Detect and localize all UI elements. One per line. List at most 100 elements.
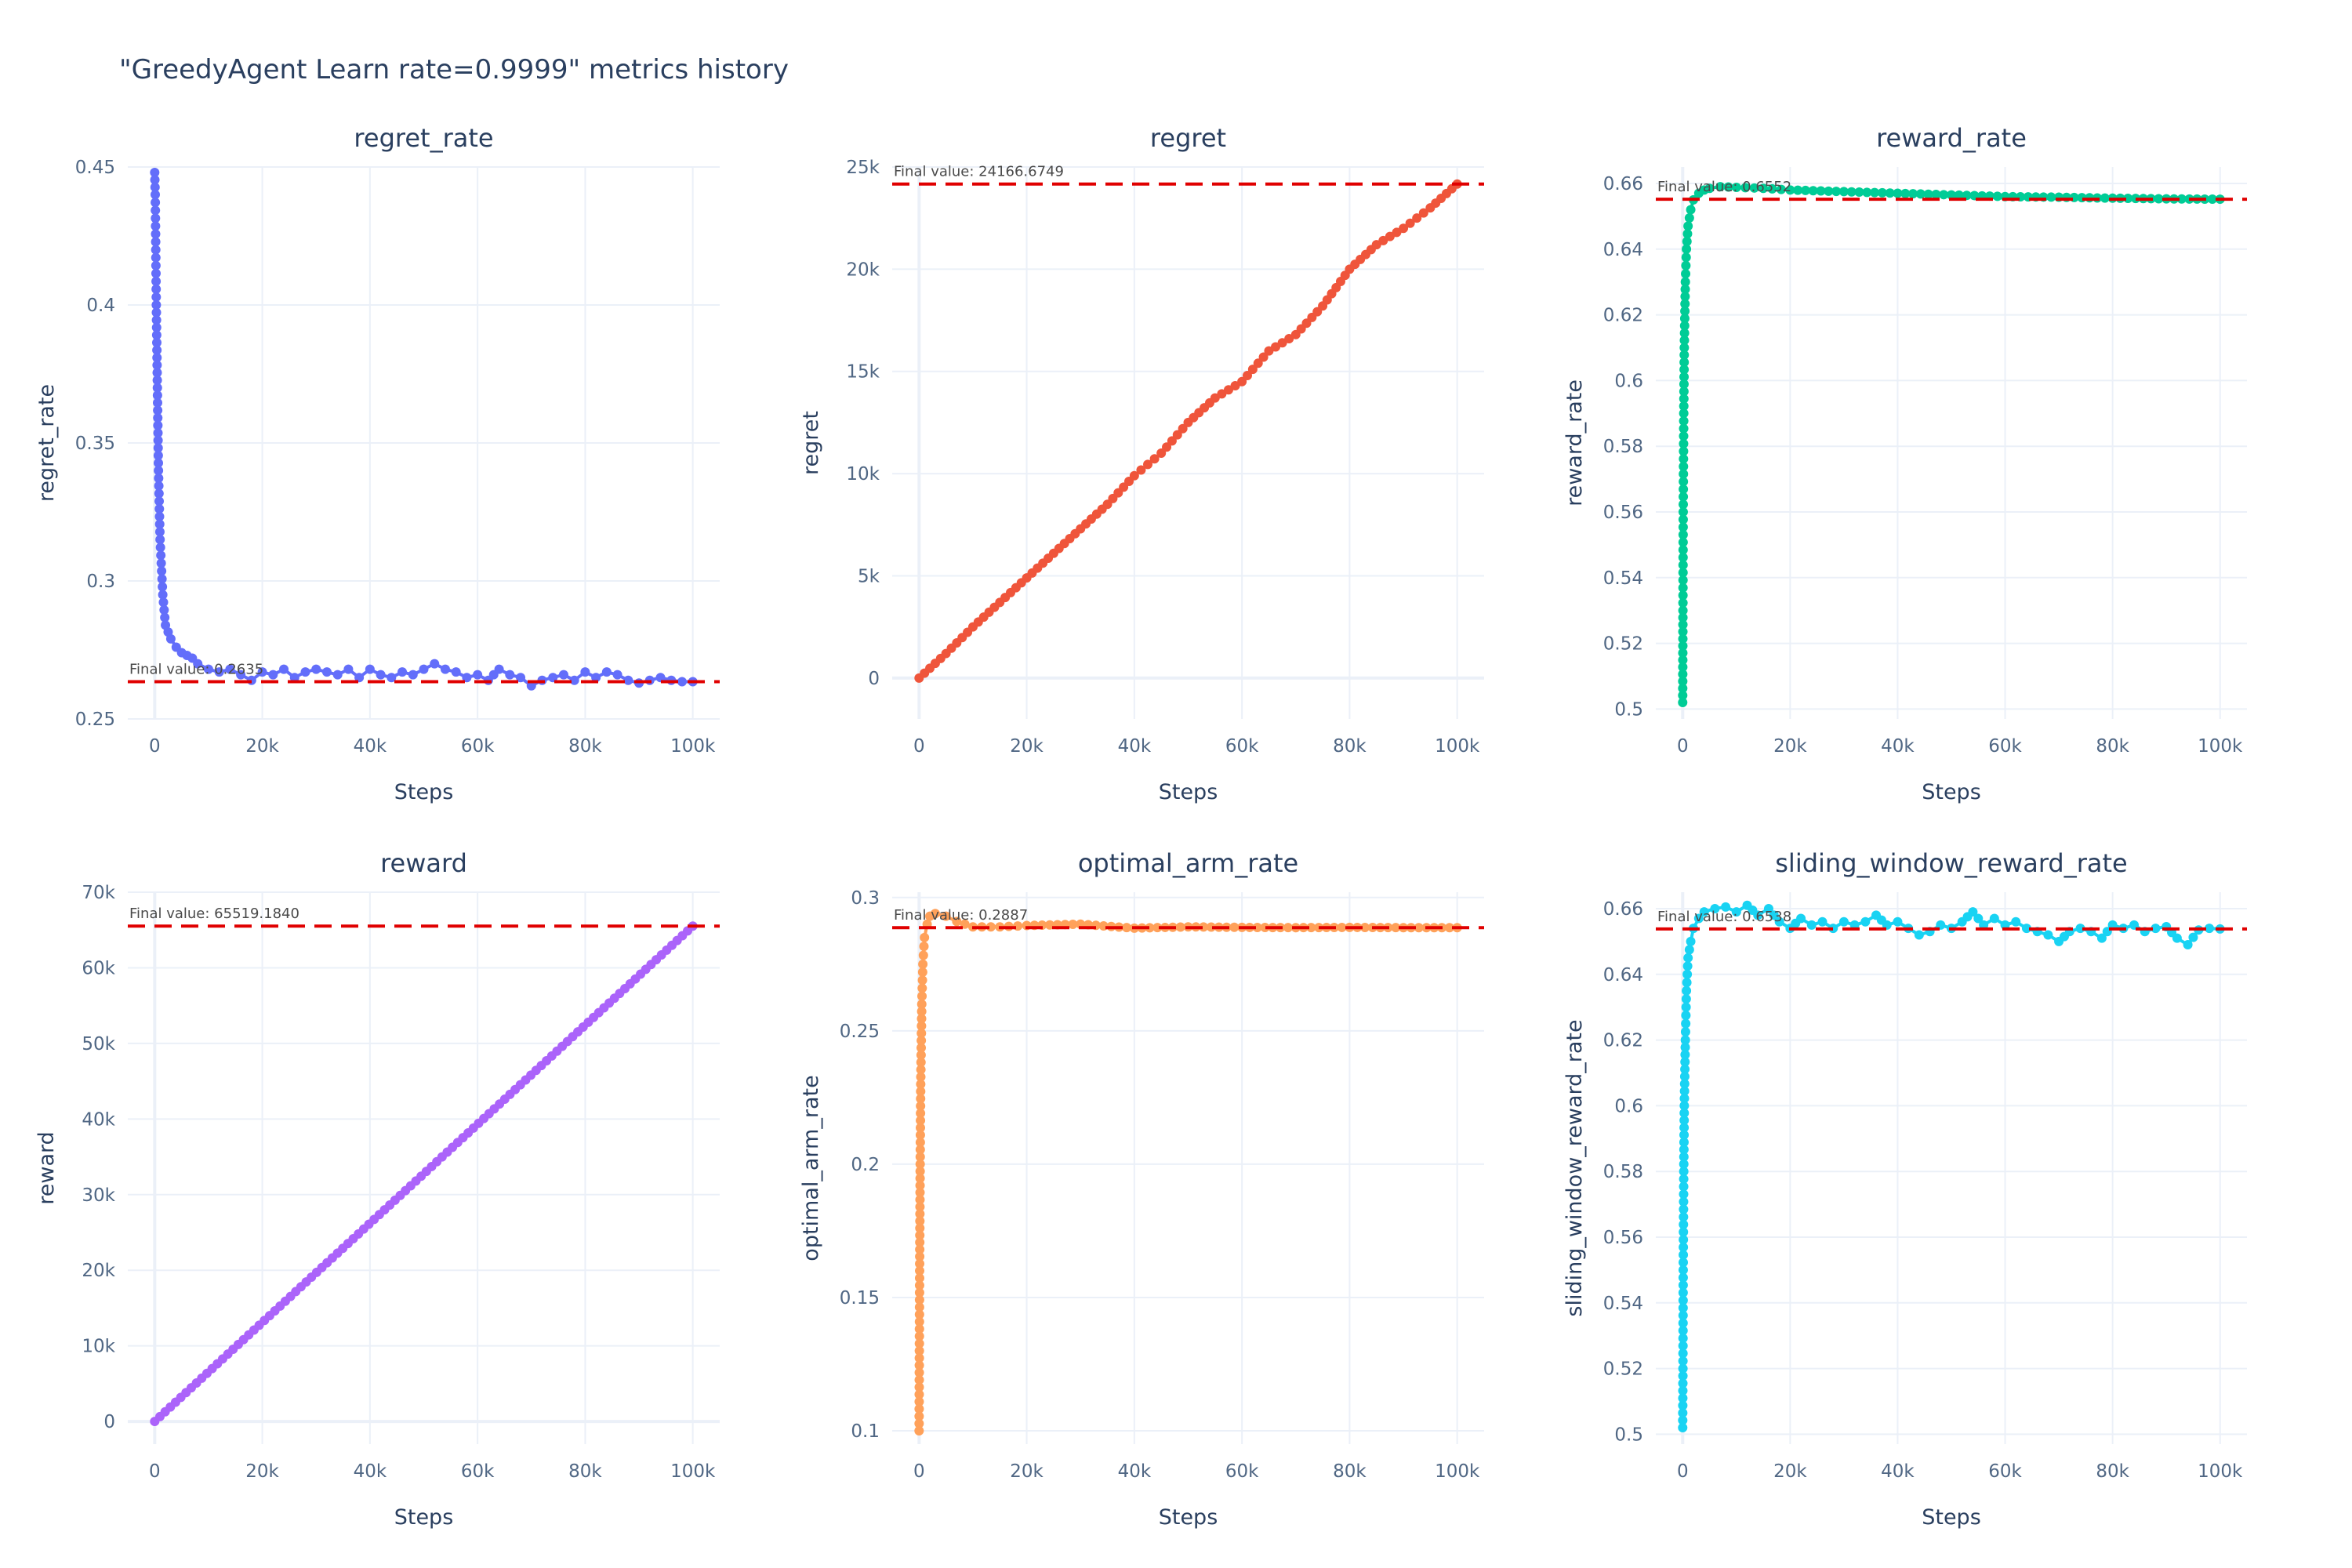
data-point <box>2151 924 2161 934</box>
data-point <box>1385 231 1395 241</box>
data-point <box>151 300 162 310</box>
data-point <box>440 664 450 674</box>
data-point <box>917 983 927 993</box>
data-point <box>914 1382 924 1392</box>
y-tick-label: 0.25 <box>840 1022 880 1042</box>
data-point <box>1679 454 1689 464</box>
data-point <box>1399 223 1409 234</box>
data-point <box>152 368 162 378</box>
data-point <box>916 1087 926 1097</box>
data-point <box>1152 923 1163 933</box>
data-point <box>920 932 930 942</box>
final-value-annotation: Final value: 0.2887 <box>894 907 1028 924</box>
data-point <box>1680 1057 1690 1067</box>
data-point <box>1229 922 1240 932</box>
data-point <box>915 1159 925 1169</box>
subplot-reward_rate: 0.5 0.52 0.54 0.56 0.58 0.6 0.62 0.64 0.66 0 20k 40… <box>1563 123 2247 804</box>
data-point <box>914 1389 924 1399</box>
data-point <box>1678 676 1688 686</box>
data-point <box>1679 499 1689 510</box>
data-point <box>1900 188 1911 198</box>
final-value-annotation: Final value: 24166.6749 <box>894 164 1064 180</box>
data-point <box>153 435 163 445</box>
subplot-title: regret <box>1150 123 1226 153</box>
data-point <box>1260 923 1270 933</box>
data-point <box>914 1273 924 1283</box>
x-tick-label: 80k <box>2096 736 2129 757</box>
data-point <box>1824 186 1834 196</box>
data-point <box>914 1375 924 1385</box>
data-point <box>1678 553 1688 563</box>
data-point <box>1721 902 1731 912</box>
data-point <box>915 1216 925 1226</box>
x-tick-label: 100k <box>2198 1461 2243 1482</box>
x-axis-title: Steps <box>1159 780 1218 804</box>
data-point <box>151 213 161 223</box>
x-tick-label: 0 <box>913 736 925 757</box>
y-axis-title: reward_rate <box>1563 379 1587 506</box>
figure-title: "GreedyAgent Learn rate=0.9999" metrics … <box>119 54 789 85</box>
data-point <box>1678 1378 1688 1388</box>
data-point <box>289 673 299 683</box>
final-value-annotation: Final value: 0.6538 <box>1657 909 1791 925</box>
data-point <box>343 664 354 674</box>
data-point <box>1678 648 1688 658</box>
data-point <box>917 991 927 1001</box>
x-tick-label: 20k <box>1010 736 1044 757</box>
data-point <box>151 205 161 216</box>
data-point <box>1931 190 1941 200</box>
data-point <box>451 667 461 677</box>
data-point <box>1252 922 1262 932</box>
data-point <box>2154 194 2164 204</box>
y-tick-label: 0.2 <box>851 1155 880 1175</box>
data-point <box>1678 590 1688 601</box>
data-point <box>1808 186 1818 196</box>
data-point <box>1678 1393 1688 1403</box>
data-point <box>1412 213 1422 223</box>
data-point <box>916 1058 926 1068</box>
data-point <box>1885 188 1895 198</box>
y-tick-label: 0.5 <box>1614 1425 1643 1445</box>
data-point <box>918 959 928 969</box>
data-point <box>1678 1333 1688 1343</box>
data-point <box>930 909 940 919</box>
data-point <box>152 397 162 408</box>
data-point <box>1682 969 1693 979</box>
data-point <box>1678 605 1688 615</box>
data-point <box>153 428 163 438</box>
data-point <box>601 667 612 677</box>
data-point <box>151 229 161 239</box>
data-point <box>1149 454 1160 464</box>
data-point <box>419 664 429 674</box>
data-point <box>151 245 161 255</box>
data-point <box>1678 1280 1688 1290</box>
data-point <box>1679 394 1689 404</box>
data-point <box>156 550 166 561</box>
data-point <box>914 1404 924 1414</box>
y-tick-label: 0.58 <box>1603 437 1643 457</box>
data-point <box>1178 423 1188 434</box>
data-point <box>1223 385 1233 395</box>
data-point <box>1679 1072 1690 1082</box>
data-point <box>1679 423 1689 434</box>
x-tick-label: 80k <box>1333 1461 1367 1482</box>
data-point <box>915 1202 925 1212</box>
data-point <box>1284 334 1294 344</box>
x-axis-title: Steps <box>1159 1505 1218 1530</box>
data-point <box>915 1244 925 1254</box>
x-tick-label: 100k <box>2198 736 2243 757</box>
data-point <box>1679 484 1689 494</box>
data-point <box>151 284 162 294</box>
data-point <box>941 911 951 921</box>
data-point <box>1679 358 1690 368</box>
data-point <box>1680 292 1690 302</box>
data-point <box>1877 187 1887 198</box>
data-point <box>1679 1167 1689 1177</box>
data-point <box>914 1316 924 1327</box>
y-tick-label: 60k <box>82 958 115 978</box>
x-axis-title: Steps <box>394 780 454 804</box>
data-point <box>1678 1356 1688 1366</box>
data-point <box>1679 1250 1689 1260</box>
data-point <box>1679 1108 1690 1118</box>
data-point <box>1378 235 1388 245</box>
